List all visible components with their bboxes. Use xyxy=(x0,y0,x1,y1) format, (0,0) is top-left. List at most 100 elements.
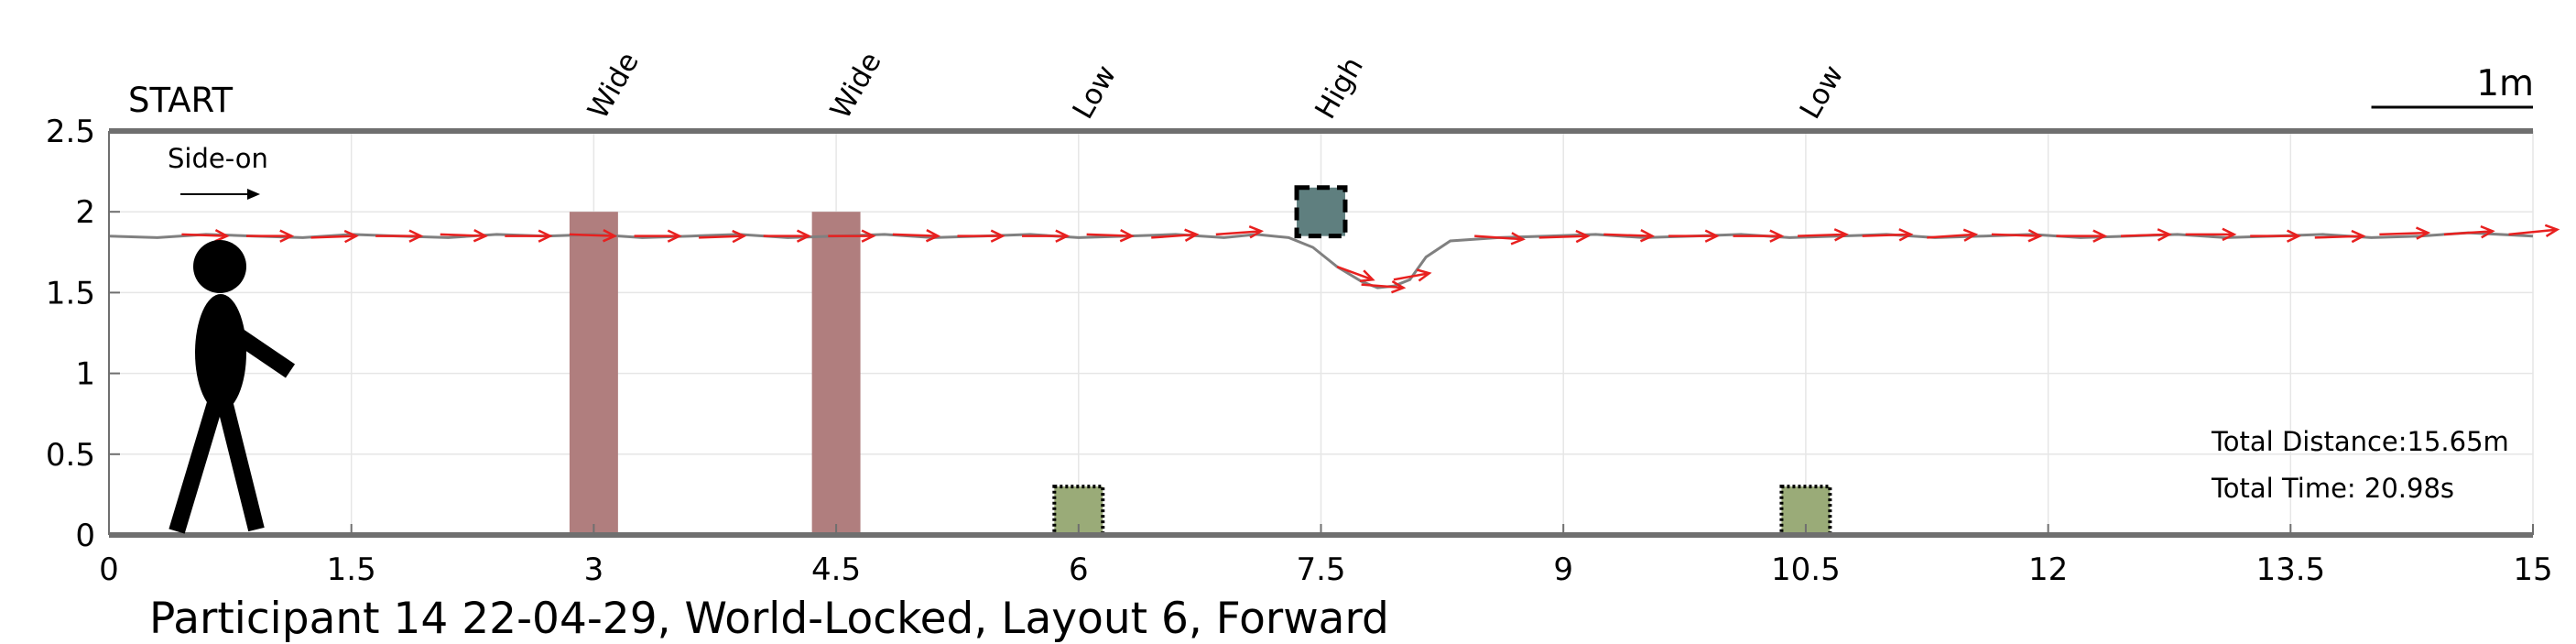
velocity-arrow-head xyxy=(1833,228,1849,242)
velocity-arrow xyxy=(1991,229,2043,243)
velocity-arrow-shaft xyxy=(181,233,227,237)
velocity-arrow xyxy=(1022,229,1071,243)
velocity-arrow-head xyxy=(2027,229,2043,243)
total-distance-label: Total Distance:15.65m xyxy=(2211,426,2509,457)
velocity-arrow-shaft xyxy=(1798,233,1847,237)
velocity-arrow-head xyxy=(2157,228,2172,242)
velocity-arrow-head xyxy=(2286,229,2301,243)
velocity-arrow xyxy=(1151,228,1200,242)
obstacle-wide-1 xyxy=(811,212,861,535)
walker-figure-icon xyxy=(168,240,296,534)
velocity-arrow-head xyxy=(603,229,618,243)
velocity-arrow-head xyxy=(732,229,747,244)
y-tick-label: 2 xyxy=(75,194,95,231)
velocity-arrow xyxy=(1538,229,1591,244)
velocity-arrow xyxy=(2250,229,2301,243)
x-tick-label: 9 xyxy=(1553,551,1573,588)
velocity-arrow-shaft xyxy=(2508,228,2558,236)
velocity-arrow-shaft xyxy=(1086,233,1133,237)
velocity-arrow-head xyxy=(1055,229,1071,243)
velocity-arrow-head xyxy=(279,229,295,243)
velocity-arrow-head xyxy=(1769,229,1785,243)
x-tick-label: 4.5 xyxy=(811,551,861,588)
velocity-arrow-head xyxy=(538,229,553,243)
velocity-arrow-head xyxy=(2480,224,2495,239)
velocity-arrow-head xyxy=(1704,229,1720,243)
velocity-arrow xyxy=(1474,232,1526,246)
velocity-arrow xyxy=(1927,228,1979,242)
y-tick-label: 2.5 xyxy=(46,114,95,150)
velocity-arrow-head xyxy=(925,229,941,243)
velocity-arrow xyxy=(699,229,747,244)
velocity-arrow xyxy=(1086,229,1135,243)
y-tick-label: 0 xyxy=(75,518,95,554)
obstacle-label-4: Low xyxy=(1794,60,1851,125)
start-label: START xyxy=(128,81,234,120)
velocity-arrow-shaft xyxy=(1151,233,1197,239)
velocity-arrow xyxy=(440,229,489,243)
velocity-arrow xyxy=(181,229,230,243)
x-tick-label: 15 xyxy=(2513,551,2552,588)
velocity-arrow-shaft xyxy=(1603,233,1653,237)
velocity-arrow-shaft xyxy=(699,235,745,239)
velocity-arrow-head xyxy=(473,229,489,243)
velocity-arrow-head xyxy=(1416,268,1432,282)
velocity-arrow-head xyxy=(990,229,1005,243)
velocity-arrow-shaft xyxy=(1474,235,1524,241)
y-tick-label: 1 xyxy=(75,356,95,393)
velocity-arrow-head xyxy=(1575,229,1591,244)
obstacle-label-1: Wide xyxy=(824,47,888,125)
velocity-arrow xyxy=(763,229,811,243)
velocity-arrow-shaft xyxy=(1215,230,1262,236)
velocity-arrow-head xyxy=(2222,227,2237,242)
velocity-arrow-shaft xyxy=(1336,266,1374,281)
y-tick-label: 0.5 xyxy=(46,437,95,474)
velocity-arrow xyxy=(245,229,295,243)
velocity-arrow xyxy=(505,229,553,243)
velocity-arrow-shaft xyxy=(1991,233,2040,237)
total-time-label: Total Time: 20.98s xyxy=(2211,473,2454,504)
velocity-arrows xyxy=(181,224,2560,294)
velocity-arrow-head xyxy=(1898,228,1914,242)
velocity-arrow-shaft xyxy=(440,233,486,237)
x-tick-label: 1.5 xyxy=(327,551,376,588)
scale-bar-label: 1m xyxy=(2476,63,2534,104)
velocity-arrow-head xyxy=(1248,225,1265,239)
side-on-label: Side-on xyxy=(168,143,268,174)
velocity-arrow-head xyxy=(1359,269,1375,282)
velocity-arrow xyxy=(1393,268,1432,282)
velocity-arrow xyxy=(2508,224,2560,237)
velocity-arrow-shaft xyxy=(2379,231,2429,236)
obstacle-high-3 xyxy=(1294,185,1348,239)
x-tick-label: 12 xyxy=(2028,551,2068,588)
obstacle-label-2: Low xyxy=(1067,60,1124,125)
velocity-arrow-head xyxy=(1391,279,1407,294)
velocity-arrow-head xyxy=(1639,229,1656,243)
velocity-arrow xyxy=(2314,229,2366,244)
velocity-arrow xyxy=(2120,228,2172,242)
velocity-arrow xyxy=(375,229,424,243)
velocity-arrow-shaft xyxy=(1927,233,1976,239)
velocity-arrow xyxy=(2379,226,2431,240)
y-tick-label: 1.5 xyxy=(46,275,95,311)
velocity-arrow xyxy=(1668,229,1720,243)
velocity-arrow xyxy=(1336,266,1375,282)
velocity-arrow xyxy=(828,229,876,243)
x-tick-label: 10.5 xyxy=(1771,551,1841,588)
velocity-arrow-shaft xyxy=(569,233,615,237)
obstacle-label-0: Wide xyxy=(582,47,646,125)
velocity-arrow xyxy=(1798,228,1849,242)
velocity-arrow-head xyxy=(2351,229,2366,244)
x-tick-label: 13.5 xyxy=(2255,551,2325,588)
velocity-arrow xyxy=(957,229,1005,243)
velocity-arrow-shaft xyxy=(1862,233,1911,237)
x-tick-label: 0 xyxy=(99,551,119,588)
velocity-arrow-head xyxy=(667,229,682,243)
velocity-arrow xyxy=(2056,229,2108,243)
velocity-arrow xyxy=(1862,228,1914,242)
velocity-arrow-head xyxy=(1119,229,1135,243)
direction-arrow-icon xyxy=(180,189,260,200)
velocity-arrow xyxy=(1361,279,1407,294)
